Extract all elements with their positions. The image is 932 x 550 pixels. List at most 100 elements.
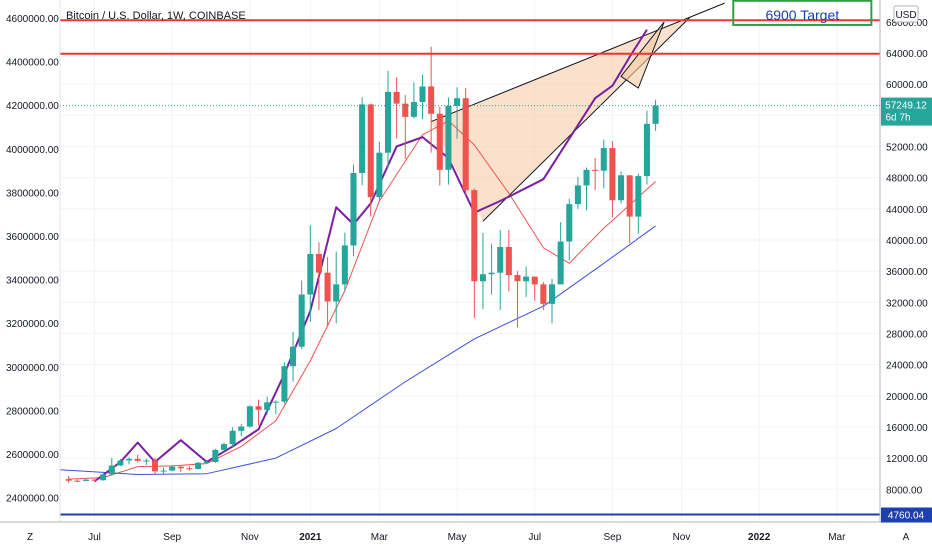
wedge-lower-line bbox=[482, 16, 691, 222]
left-price-axis[interactable]: 4600000.00 4400000.00 4200000.00 4000000.00… bbox=[6, 14, 59, 505]
auto-scale-button[interactable]: A bbox=[903, 532, 910, 543]
candle bbox=[341, 232, 348, 292]
candle-body bbox=[177, 466, 184, 469]
candle-body bbox=[557, 241, 564, 285]
candle bbox=[134, 454, 141, 463]
grid bbox=[60, 0, 880, 522]
candle-body bbox=[393, 91, 400, 104]
candle-body bbox=[428, 86, 435, 114]
candle-body bbox=[574, 185, 581, 205]
candle-body bbox=[117, 460, 124, 466]
support-price-tag: 4760.04 bbox=[881, 507, 932, 523]
candle bbox=[609, 141, 616, 218]
candle-body bbox=[290, 346, 297, 367]
candle-body bbox=[333, 284, 340, 302]
candle-body bbox=[643, 123, 650, 177]
candle-body bbox=[384, 91, 392, 153]
left-tick-label: 4600000.00 bbox=[6, 14, 59, 25]
right-tick-label: 12000.00 bbox=[886, 454, 928, 465]
candle bbox=[557, 222, 564, 285]
candle bbox=[100, 473, 107, 481]
scale-z-button[interactable]: Z bbox=[27, 532, 33, 543]
left-tick-label: 3400000.00 bbox=[6, 276, 59, 287]
x-tick-label: May bbox=[448, 532, 467, 543]
target-label: 6900 Target bbox=[765, 7, 839, 23]
candle bbox=[652, 99, 659, 131]
right-tick-label: 40000.00 bbox=[886, 236, 928, 247]
candle-body bbox=[195, 462, 202, 470]
x-tick-label: Nov bbox=[673, 532, 691, 543]
candle-body bbox=[108, 465, 115, 475]
wedge-fill bbox=[431, 17, 691, 222]
candle-body bbox=[436, 113, 443, 170]
candle-body bbox=[376, 152, 383, 198]
right-tick-label: 48000.00 bbox=[886, 174, 928, 185]
candle bbox=[419, 74, 426, 120]
candle bbox=[290, 331, 297, 382]
candle-body bbox=[523, 276, 530, 282]
candles bbox=[65, 46, 659, 483]
right-tick-label: 44000.00 bbox=[886, 205, 928, 216]
candle bbox=[454, 87, 461, 139]
candle bbox=[566, 198, 573, 261]
candle bbox=[272, 400, 279, 415]
candle bbox=[540, 282, 547, 311]
candle-body bbox=[82, 479, 89, 481]
candle bbox=[126, 457, 133, 465]
candle bbox=[600, 139, 607, 189]
time-axis[interactable]: Jul Sep Nov 2021 Mar May Jul Sep Nov 2022 Mar bbox=[88, 532, 846, 543]
right-tick-label: 28000.00 bbox=[886, 329, 928, 340]
candle bbox=[428, 46, 435, 153]
candle bbox=[333, 251, 340, 324]
candle-body bbox=[367, 104, 374, 198]
candle bbox=[169, 465, 176, 472]
candle-body bbox=[272, 401, 279, 403]
candle bbox=[117, 458, 124, 467]
candle-body bbox=[359, 104, 366, 173]
left-tick-label: 3000000.00 bbox=[6, 363, 59, 374]
candle-body bbox=[566, 204, 573, 242]
candle bbox=[618, 171, 625, 204]
last-price-tag: 57249.12 6d 7h bbox=[881, 97, 932, 126]
candle bbox=[384, 70, 392, 169]
symbol-title: Bitcoin / U.S. Dollar, 1W, COINBASE bbox=[66, 10, 246, 22]
target-box[interactable] bbox=[732, 0, 873, 26]
candle-body bbox=[220, 444, 228, 450]
candle bbox=[307, 225, 314, 322]
candle bbox=[548, 278, 556, 324]
candle bbox=[376, 141, 383, 202]
candle-body bbox=[350, 172, 357, 246]
rising-wedge bbox=[430, 16, 691, 222]
candle bbox=[246, 405, 253, 428]
candle-body bbox=[600, 148, 607, 171]
candle-body bbox=[479, 274, 486, 282]
countdown-label: 6d 7h bbox=[885, 113, 910, 124]
x-tick-label: Mar bbox=[828, 532, 846, 543]
candle-body bbox=[246, 406, 253, 427]
left-tick-label: 2400000.00 bbox=[6, 494, 59, 505]
candle bbox=[91, 479, 98, 482]
currency-button-label: USD bbox=[895, 10, 916, 21]
small-wedge bbox=[620, 21, 665, 89]
right-tick-label: 52000.00 bbox=[886, 142, 928, 153]
candle bbox=[626, 175, 633, 244]
currency-button[interactable]: USD bbox=[893, 5, 919, 23]
right-tick-label: 16000.00 bbox=[886, 423, 928, 434]
candle bbox=[583, 167, 590, 211]
candle bbox=[298, 280, 305, 350]
candle-body bbox=[592, 169, 599, 171]
candle bbox=[195, 462, 202, 470]
right-tick-label: 68000.00 bbox=[886, 18, 928, 29]
x-tick-label: Sep bbox=[163, 532, 181, 543]
target-annotation[interactable]: 6900 Target bbox=[689, 0, 873, 26]
candle bbox=[229, 427, 236, 448]
left-tick-label: 2800000.00 bbox=[6, 406, 59, 417]
candle bbox=[471, 188, 478, 318]
x-tick-label: Jul bbox=[528, 532, 541, 543]
candle-body bbox=[74, 480, 81, 482]
candle-body bbox=[454, 98, 461, 106]
candle-body bbox=[410, 102, 417, 117]
candle-body bbox=[169, 466, 176, 471]
candle-body bbox=[652, 105, 659, 124]
